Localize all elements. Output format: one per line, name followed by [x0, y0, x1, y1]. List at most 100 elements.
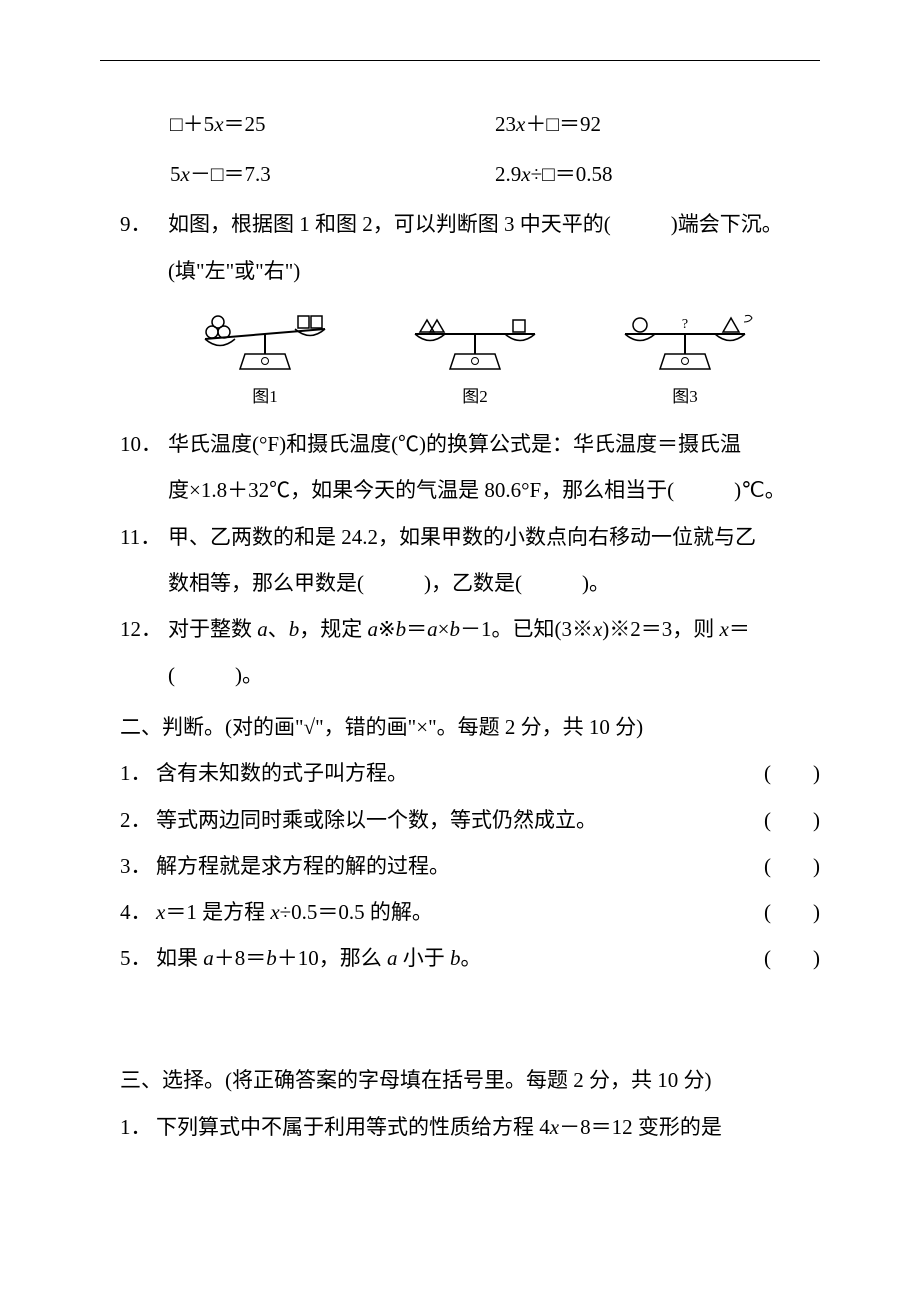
eq-text: 23x＋□＝92	[495, 112, 601, 136]
s3q1-x: x	[550, 1115, 559, 1139]
q12-line1: 12． 对于整数 a、b，规定 a※b＝a×b－1。已知(3※x)※2＝3，则 …	[100, 606, 820, 652]
j5-f: a	[387, 946, 398, 970]
judge-3-text: 解方程就是求方程的解的过程。	[156, 843, 740, 889]
q11-line2: 数相等，那么甲数是( )，乙数是( )。	[100, 560, 820, 606]
q12-t1: 对于整数	[168, 617, 257, 641]
q12-t3: 。已知(3※	[491, 617, 593, 641]
judge-item-2: 2． 等式两边同时乘或除以一个数，等式仍然成立。 ( )	[100, 797, 820, 843]
q12-x1: x	[593, 617, 602, 641]
paren-l: (	[764, 808, 771, 832]
j5-c: ＋8＝	[214, 946, 267, 970]
j5-e: ＋10，那么	[277, 946, 387, 970]
eq-1-right: 23x＋□＝92	[495, 101, 820, 147]
judge-4-paren: ( )	[740, 889, 820, 935]
q12-b: b	[289, 617, 300, 641]
paren-r: )	[813, 761, 820, 785]
q11-number: 11．	[120, 514, 168, 560]
judge-item-5: 5． 如果 a＋8＝b＋10，那么 a 小于 b。 ( )	[100, 935, 820, 981]
s3q1-b: －8＝12 变形的是	[559, 1115, 722, 1139]
balance-1-svg	[190, 304, 340, 374]
paren-l: (	[764, 761, 771, 785]
judge-5-paren: ( )	[740, 935, 820, 981]
paren-l: (	[764, 900, 771, 924]
judge-4-num: 4．	[120, 889, 156, 935]
q12-number: 12．	[120, 606, 168, 652]
eq-text: 2.9x÷□＝0.58	[495, 162, 613, 186]
q12-t5: ＝	[729, 617, 750, 641]
q9-line1: 9． 如图，根据图 1 和图 2，可以判断图 3 中天平的( )端会下沉。	[100, 201, 820, 247]
q11-body1: 甲、乙两数的和是 24.2，如果甲数的小数点向右移动一位就与乙	[168, 514, 820, 560]
q11-b: )，乙数是(	[424, 571, 522, 595]
q12-body1: 对于整数 a、b，规定 a※b＝a×b－1。已知(3※x)※2＝3，则 x＝	[168, 606, 820, 652]
j5-b: a	[203, 946, 214, 970]
judge-item-4: 4． x＝1 是方程 x÷0.5＝0.5 的解。 ( )	[100, 889, 820, 935]
judge-item-1: 1． 含有未知数的式子叫方程。 ( )	[100, 750, 820, 796]
page-top-rule	[100, 60, 820, 61]
judge-item-3: 3． 解方程就是求方程的解的过程。 ( )	[100, 843, 820, 889]
fig3-label: 图3	[610, 378, 760, 415]
q10-line2: 度×1.8＋32℃，如果今天的气温是 80.6°F，那么相当于( )℃。	[100, 467, 820, 513]
q9-body1: 如图，根据图 1 和图 2，可以判断图 3 中天平的( )端会下沉。	[168, 201, 820, 247]
judge-4-text: x＝1 是方程 x÷0.5＝0.5 的解。	[156, 889, 740, 935]
s3-q1-body: 下列算式中不属于利用等式的性质给方程 4x－8＝12 变形的是	[156, 1104, 820, 1150]
q12-a: a	[257, 617, 268, 641]
q12-t4: )※2＝3，则	[602, 617, 719, 641]
paren-l: (	[764, 946, 771, 970]
j5-i: 。	[461, 946, 482, 970]
q9-line2: (填"左"或"右")	[100, 248, 820, 294]
q11-a: 数相等，那么甲数是(	[168, 571, 364, 595]
paren-r: )	[813, 946, 820, 970]
q10-number: 10．	[120, 421, 168, 467]
q12-x2: x	[720, 617, 729, 641]
judge-2-text: 等式两边同时乘或除以一个数，等式仍然成立。	[156, 797, 740, 843]
section2-heading: 二、判断。(对的画"√"，错的画"×"。每题 2 分，共 10 分)	[100, 704, 820, 750]
q10-text-b: )℃。	[734, 478, 786, 502]
s3q1-a: 下列算式中不属于利用等式的性质给方程 4	[156, 1115, 550, 1139]
section-gap	[100, 981, 820, 1051]
judge-2-paren: ( )	[740, 797, 820, 843]
judge-2-num: 2．	[120, 797, 156, 843]
eq-1-left: □＋5x＝25	[170, 101, 495, 147]
j4-b: ＝1 是方程	[165, 900, 270, 924]
q10-line1: 10． 华氏温度(°F)和摄氏温度(℃)的换算公式是：华氏温度＝摄氏温	[100, 421, 820, 467]
q11-c: )。	[582, 571, 610, 595]
j5-a: 如果	[156, 946, 203, 970]
q9-text-a: 如图，根据图 1 和图 2，可以判断图 3 中天平的(	[168, 212, 611, 236]
q12-t2: ，规定	[299, 617, 367, 641]
q10-body1: 华氏温度(°F)和摄氏温度(℃)的换算公式是：华氏温度＝摄氏温	[168, 421, 820, 467]
q9-figures: 图1 图2 ?	[100, 294, 820, 421]
q9-number: 9．	[120, 201, 168, 247]
balance-2-svg	[400, 304, 550, 374]
j5-h: b	[450, 946, 461, 970]
fig1-label: 图1	[190, 378, 340, 415]
equation-row-1: □＋5x＝25 23x＋□＝92	[100, 101, 820, 147]
paren-r: )	[813, 900, 820, 924]
j4-d: ÷0.5＝0.5 的解。	[280, 900, 433, 924]
j5-g: 小于	[398, 946, 451, 970]
figure-2: 图2	[400, 304, 550, 415]
judge-5-num: 5．	[120, 935, 156, 981]
eq-text: □＋5x＝25	[170, 112, 266, 136]
judge-3-paren: ( )	[740, 843, 820, 889]
paren-l: (	[764, 854, 771, 878]
svg-text:?: ?	[682, 317, 688, 332]
equation-row-2: 5x－□＝7.3 2.9x÷□＝0.58	[100, 151, 820, 197]
eq-2-left: 5x－□＝7.3	[170, 151, 495, 197]
q11-line1: 11． 甲、乙两数的和是 24.2，如果甲数的小数点向右移动一位就与乙	[100, 514, 820, 560]
q12-pa: (	[168, 663, 175, 687]
eq-text: 5x－□＝7.3	[170, 162, 271, 186]
section3-heading: 三、选择。(将正确答案的字母填在括号里。每题 2 分，共 10 分)	[100, 1057, 820, 1103]
judge-3-num: 3．	[120, 843, 156, 889]
j5-d: b	[266, 946, 277, 970]
judge-5-text: 如果 a＋8＝b＋10，那么 a 小于 b。	[156, 935, 740, 981]
fig2-label: 图2	[400, 378, 550, 415]
s3-q1-num: 1．	[120, 1104, 156, 1150]
judge-1-paren: ( )	[740, 750, 820, 796]
q12-sep: 、	[268, 617, 289, 641]
judge-1-num: 1．	[120, 750, 156, 796]
eq-2-right: 2.9x÷□＝0.58	[495, 151, 820, 197]
balance-3-svg: ?	[610, 304, 760, 374]
q9-text-b: )端会下沉。	[671, 212, 783, 236]
judge-1-text: 含有未知数的式子叫方程。	[156, 750, 740, 796]
q10-text-a: 度×1.8＋32℃，如果今天的气温是 80.6°F，那么相当于(	[168, 478, 674, 502]
